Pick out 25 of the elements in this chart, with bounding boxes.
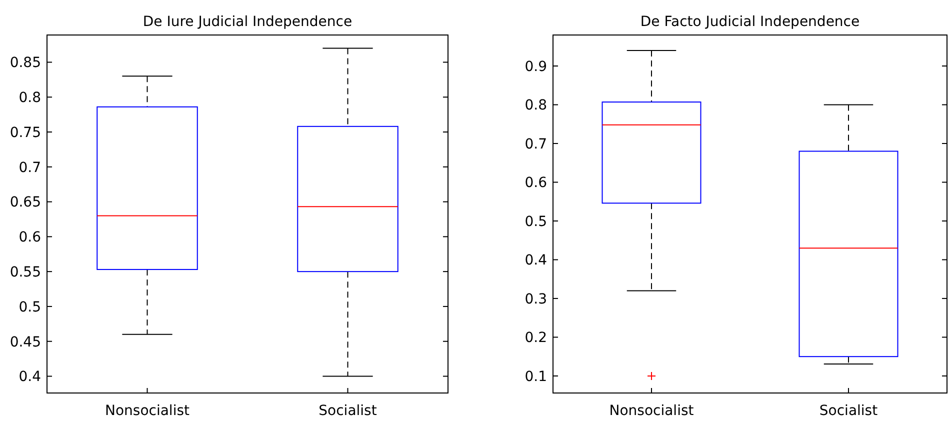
y-tick-label: 0.9 [524, 58, 547, 75]
y-tick-label: 0.4 [18, 369, 42, 386]
y-tick-label: 0.7 [18, 160, 41, 176]
y-tick-label: 0.1 [524, 368, 547, 385]
y-tick-label: 0.4 [524, 252, 548, 269]
x-tick-label: Nonsocialist [609, 403, 694, 419]
x-tick-label: Socialist [819, 403, 878, 419]
y-tick-label: 0.6 [18, 230, 42, 246]
y-tick-label: 0.85 [10, 55, 41, 72]
x-tick-label: Nonsocialist [105, 403, 190, 419]
x-tick-label: Socialist [318, 403, 378, 419]
y-tick-label: 0.2 [524, 330, 547, 346]
y-tick-label: 0.5 [18, 299, 41, 316]
chart-title: De Iure Judicial Independence [142, 14, 352, 30]
y-tick-label: 0.5 [524, 214, 547, 230]
y-tick-label: 0.8 [18, 90, 41, 106]
y-tick-label: 0.45 [10, 334, 41, 350]
y-tick-label: 0.8 [524, 98, 547, 114]
y-tick-label: 0.3 [524, 291, 547, 308]
y-tick-label: 0.55 [10, 264, 41, 280]
y-tick-label: 0.75 [10, 124, 41, 141]
chart-title: De Facto Judicial Independence [640, 14, 860, 30]
y-tick-label: 0.6 [524, 175, 548, 192]
y-tick-label: 0.65 [10, 194, 41, 211]
y-tick-label: 0.7 [524, 136, 547, 152]
